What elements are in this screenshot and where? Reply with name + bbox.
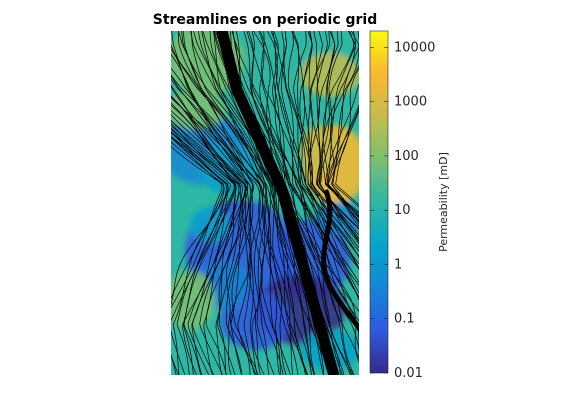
streamline [171, 114, 247, 375]
streamline [171, 95, 249, 375]
streamline [292, 31, 359, 270]
streamline [171, 96, 259, 375]
streamline [288, 31, 359, 271]
streamline [202, 31, 315, 375]
permeability-map [171, 31, 359, 375]
streamline [171, 67, 261, 375]
colorbar-tick-label: 0.01 [394, 366, 423, 381]
streamline [171, 85, 257, 375]
streamline [330, 31, 359, 227]
chart-title: Streamlines on periodic grid [153, 12, 378, 28]
streamline [261, 31, 359, 322]
streamline [171, 53, 270, 375]
streamline [324, 83, 359, 215]
streamline [243, 31, 352, 375]
colorbar-tick-label: 0.1 [394, 312, 415, 327]
streamline [171, 48, 281, 375]
streamline [171, 95, 246, 375]
colorbar-tick-label: 1 [394, 257, 402, 272]
streamline [253, 31, 359, 364]
streamline [171, 137, 223, 375]
streamline [317, 31, 359, 230]
dense-streamline-channel [216, 31, 340, 375]
streamline [171, 128, 229, 375]
streamline [326, 106, 359, 213]
streamline [171, 110, 237, 375]
streamline [307, 31, 359, 249]
streamline [293, 31, 359, 270]
streamline [171, 96, 249, 375]
colorbar-label: Permeability [mD] [437, 152, 450, 252]
colorbar-tick-label: 10 [394, 203, 411, 218]
streamline [291, 31, 359, 259]
colorbar-tick-label: 10000 [394, 40, 435, 55]
streamline [335, 109, 359, 206]
colorbar-tick-label: 100 [394, 149, 419, 164]
field-patch [171, 270, 215, 330]
streamline [171, 125, 236, 375]
streamline [171, 141, 225, 375]
streamline-layer [171, 31, 359, 375]
streamline [267, 31, 359, 313]
streamline [171, 120, 246, 375]
streamline [171, 146, 225, 306]
colorbar: 0.01 0.1 1 10 100 1000 10000 [369, 30, 435, 381]
streamline [171, 44, 280, 375]
streamline [177, 31, 291, 375]
streamline [248, 31, 355, 375]
streamline [272, 31, 359, 301]
streamline [201, 31, 312, 375]
streamline [327, 31, 359, 223]
streamline [332, 104, 359, 208]
streamline [251, 31, 359, 360]
streamline [171, 136, 229, 375]
streamline [327, 67, 359, 217]
streamline [246, 31, 359, 352]
dense-streamline-channel [321, 189, 359, 333]
streamline [171, 31, 284, 375]
streamline [213, 31, 316, 375]
field-patch [171, 330, 215, 370]
streamline [171, 104, 242, 375]
streamline [193, 31, 308, 375]
streamline [171, 84, 254, 375]
colorbar-tick-label: 1000 [394, 95, 427, 110]
streamline [299, 31, 359, 265]
streamline [171, 78, 258, 375]
streamline [190, 31, 306, 375]
colorbar-gradient [369, 30, 389, 374]
streamline [190, 31, 308, 375]
streamline [316, 31, 359, 230]
streamline [171, 132, 235, 375]
streamline [171, 127, 240, 375]
streamline [281, 31, 359, 286]
streamline [171, 136, 231, 375]
streamline [181, 31, 294, 375]
streamline [270, 31, 359, 284]
